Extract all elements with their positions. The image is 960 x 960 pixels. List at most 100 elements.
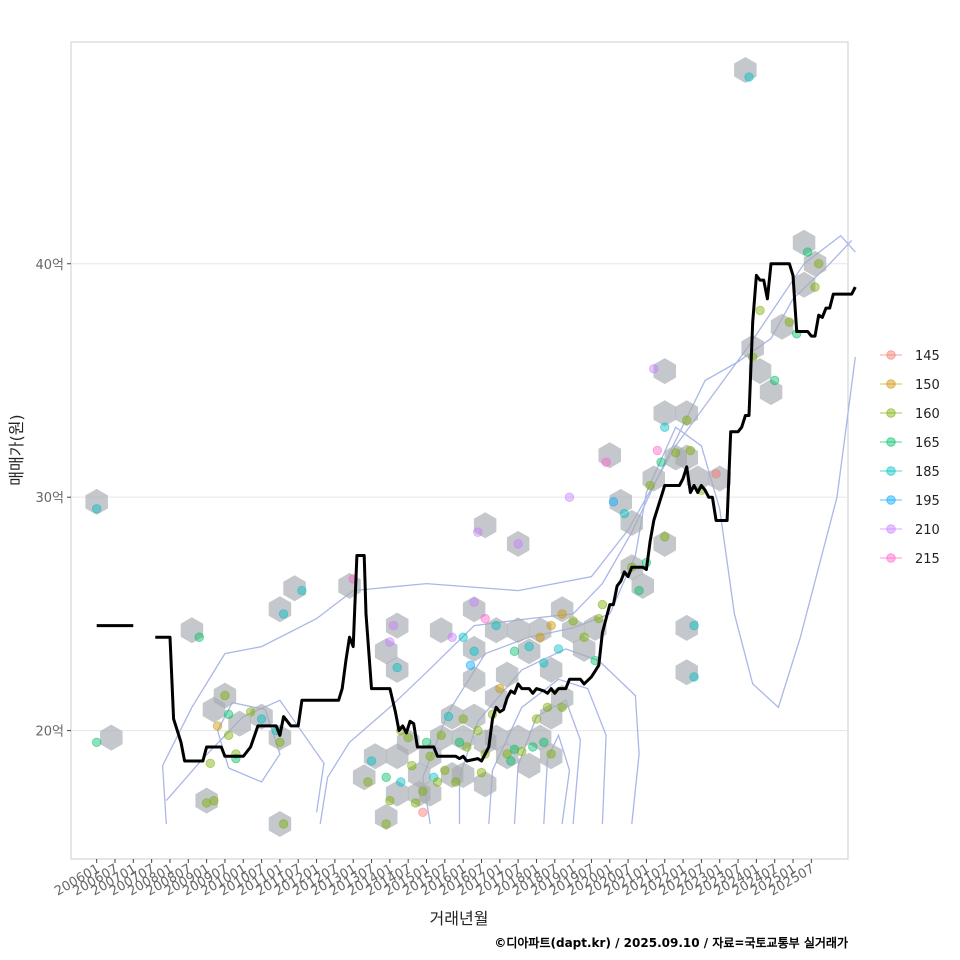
data-point xyxy=(645,480,655,491)
legend-label: 215 xyxy=(915,552,940,567)
hexbin-cell xyxy=(228,710,251,737)
data-point xyxy=(194,632,204,642)
data-point xyxy=(813,259,824,269)
data-point xyxy=(557,609,567,619)
data-point xyxy=(363,777,373,787)
hexbin-cell xyxy=(506,530,530,557)
data-point xyxy=(506,756,516,766)
data-point xyxy=(256,714,267,724)
data-point xyxy=(385,637,395,647)
data-point xyxy=(634,585,644,596)
hexbin-cell xyxy=(620,509,643,536)
hexbin-cell xyxy=(539,703,563,730)
data-point xyxy=(381,772,391,783)
data-point xyxy=(278,819,289,829)
data-point xyxy=(443,711,454,722)
data-point xyxy=(597,599,608,610)
legend-label: 165 xyxy=(915,436,940,451)
legend-key-point xyxy=(886,350,896,360)
data-point xyxy=(381,819,391,829)
legend-label: 210 xyxy=(915,523,940,538)
hexbin-cell xyxy=(759,379,783,406)
hexbin-cell xyxy=(653,530,676,557)
data-point xyxy=(524,641,534,652)
data-point xyxy=(528,742,538,752)
data-point xyxy=(685,445,696,456)
hexbin-cell xyxy=(451,762,475,788)
data-point xyxy=(297,585,307,596)
data-point xyxy=(388,620,399,631)
data-point xyxy=(429,772,439,783)
hexbin-cell xyxy=(528,724,552,751)
data-point xyxy=(451,777,461,787)
data-point xyxy=(212,721,223,731)
legend-key-point xyxy=(886,553,896,563)
data-point xyxy=(469,646,479,656)
data-point xyxy=(220,690,230,701)
legend: 145 150 160 165 185 195 210 215 xyxy=(880,349,940,567)
data-point xyxy=(201,798,212,808)
data-point xyxy=(769,375,780,386)
hexbin-cell xyxy=(374,804,398,830)
legend-label: 185 xyxy=(915,465,940,480)
data-point xyxy=(660,532,670,542)
data-point xyxy=(421,737,432,747)
hexbin-cell xyxy=(734,57,757,83)
data-point xyxy=(458,632,468,642)
legend-key-point xyxy=(886,408,896,418)
data-point xyxy=(546,620,556,631)
hexbin-cell xyxy=(374,638,398,665)
hexbin-cell xyxy=(708,465,731,492)
hexbin-cell xyxy=(675,444,698,471)
hexbin-cell xyxy=(609,488,632,515)
data-point xyxy=(689,620,699,631)
hexbin-cell xyxy=(653,358,676,385)
y-tick-label: 30억 xyxy=(35,491,64,506)
hexbin-cell xyxy=(495,661,519,688)
data-point xyxy=(396,777,406,787)
data-point xyxy=(810,282,820,292)
data-point xyxy=(480,613,490,624)
data-point xyxy=(557,702,567,712)
hexbin-cell xyxy=(462,596,486,623)
data-point xyxy=(385,795,395,806)
hexbin-cell xyxy=(598,442,621,469)
hexbin-cell xyxy=(792,271,816,298)
data-point xyxy=(366,756,377,766)
hexbin-cell xyxy=(473,512,497,539)
data-point xyxy=(425,751,435,761)
data-point xyxy=(802,247,813,257)
legend-key-point xyxy=(886,437,896,447)
hexbin-cell xyxy=(675,659,698,686)
data-point xyxy=(91,504,102,514)
data-point xyxy=(473,527,483,537)
data-point xyxy=(476,767,487,778)
hexbin-cell xyxy=(407,762,431,788)
hexbin-cell xyxy=(792,229,816,256)
data-point xyxy=(418,807,428,818)
hexbin-cell xyxy=(686,465,709,492)
hexbin-cell xyxy=(539,743,563,770)
hexbin-cell xyxy=(268,811,292,837)
data-point xyxy=(91,737,102,747)
data-point xyxy=(209,795,219,806)
hexbin-cell xyxy=(473,771,497,798)
hexbin-cell xyxy=(803,250,827,277)
data-point xyxy=(275,737,285,747)
hexbin-cell xyxy=(642,465,665,492)
hexbin-cell xyxy=(195,787,218,814)
data-point xyxy=(440,765,450,775)
hexbin-cell xyxy=(528,617,552,644)
data-point xyxy=(223,730,234,740)
data-point xyxy=(553,644,564,654)
data-point xyxy=(491,620,501,631)
y-axis: 20억 30억 40억 xyxy=(35,258,71,740)
hexbin-cell xyxy=(385,612,409,639)
hexbin-cell xyxy=(462,666,486,693)
hexbin-cell xyxy=(770,313,794,340)
hexbin-cell xyxy=(363,743,387,770)
hexbin-cell xyxy=(352,764,376,791)
legend-key-point xyxy=(886,495,896,505)
data-point xyxy=(689,672,699,682)
